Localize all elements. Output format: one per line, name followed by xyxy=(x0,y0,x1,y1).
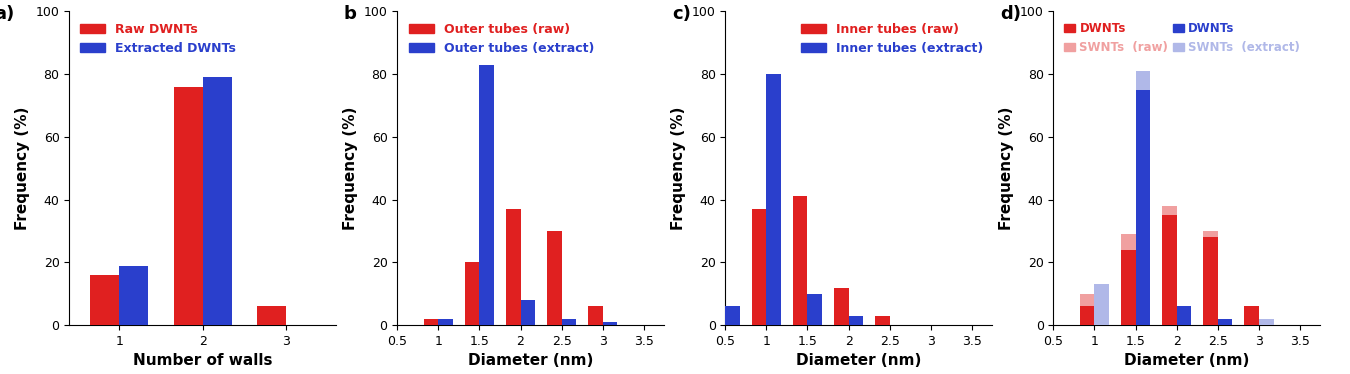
Bar xyxy=(1177,306,1192,325)
Bar xyxy=(90,275,119,325)
Legend: Raw DWNTs, Extracted DWNTs: Raw DWNTs, Extracted DWNTs xyxy=(76,18,242,60)
Bar xyxy=(1080,306,1095,325)
Bar xyxy=(174,87,202,325)
Bar xyxy=(725,306,740,325)
Text: c): c) xyxy=(672,5,691,23)
Bar xyxy=(602,322,617,325)
Bar xyxy=(256,306,286,325)
Bar xyxy=(464,263,479,325)
Bar xyxy=(1162,206,1177,215)
Bar xyxy=(479,65,494,325)
Bar xyxy=(547,231,562,325)
Legend: DWNTs, SWNTs  (raw), DWNTs, SWNTs  (extract): DWNTs, SWNTs (raw), DWNTs, SWNTs (extrac… xyxy=(1060,17,1305,59)
X-axis label: Diameter (nm): Diameter (nm) xyxy=(796,353,922,368)
X-axis label: Diameter (nm): Diameter (nm) xyxy=(1125,353,1250,368)
Bar xyxy=(834,288,849,325)
Bar xyxy=(202,77,232,325)
Text: a): a) xyxy=(0,5,15,23)
Bar xyxy=(792,196,807,325)
Y-axis label: Frequency (%): Frequency (%) xyxy=(671,107,686,230)
X-axis label: Diameter (nm): Diameter (nm) xyxy=(468,353,594,368)
Bar xyxy=(875,316,890,325)
Bar xyxy=(1135,71,1150,90)
Bar xyxy=(1218,319,1233,325)
Y-axis label: Frequency (%): Frequency (%) xyxy=(343,107,358,230)
Bar xyxy=(1080,294,1095,306)
Text: b: b xyxy=(344,5,356,23)
Bar xyxy=(562,319,576,325)
Bar xyxy=(506,209,521,325)
Bar xyxy=(1120,250,1135,325)
Bar xyxy=(1120,234,1135,250)
Bar xyxy=(1203,231,1218,237)
Bar xyxy=(849,316,864,325)
Bar xyxy=(1095,284,1110,325)
Bar xyxy=(119,266,148,325)
Bar xyxy=(710,306,725,325)
Bar xyxy=(752,209,767,325)
Bar xyxy=(767,74,782,325)
Legend: Inner tubes (raw), Inner tubes (extract): Inner tubes (raw), Inner tubes (extract) xyxy=(796,18,988,60)
X-axis label: Number of walls: Number of walls xyxy=(132,353,273,368)
Y-axis label: Frequency (%): Frequency (%) xyxy=(15,107,30,230)
Bar xyxy=(424,319,439,325)
Bar xyxy=(439,319,454,325)
Bar xyxy=(1162,215,1177,325)
Bar xyxy=(807,294,822,325)
Bar xyxy=(1135,90,1150,325)
Legend: Outer tubes (raw), Outer tubes (extract): Outer tubes (raw), Outer tubes (extract) xyxy=(404,18,599,60)
Bar xyxy=(1258,319,1273,325)
Bar xyxy=(1203,237,1218,325)
Bar xyxy=(587,306,602,325)
Text: d): d) xyxy=(1000,5,1021,23)
Bar xyxy=(1243,306,1258,325)
Bar xyxy=(521,300,536,325)
Y-axis label: Frequency (%): Frequency (%) xyxy=(999,107,1014,230)
